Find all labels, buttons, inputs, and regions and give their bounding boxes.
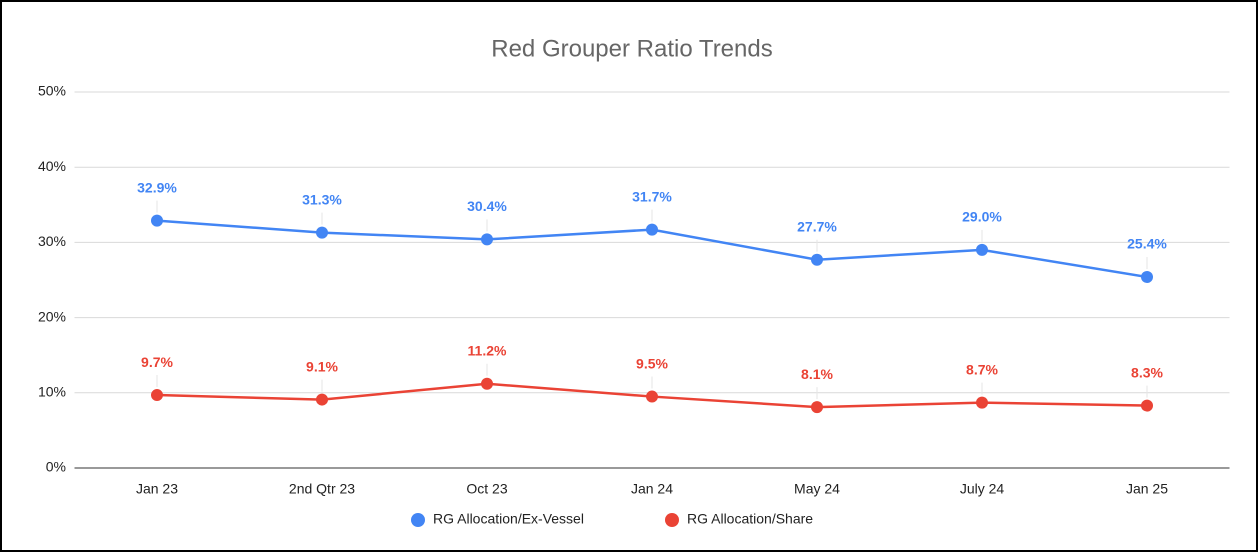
legend-marker [411, 513, 425, 527]
legend-label: RG Allocation/Ex-Vessel [433, 511, 584, 527]
chart-title: Red Grouper Ratio Trends [491, 35, 772, 62]
x-tick-label: May 24 [794, 481, 840, 497]
x-tick-label: July 24 [960, 481, 1005, 497]
y-tick-label: 10% [38, 384, 66, 400]
legend-marker [665, 513, 679, 527]
x-tick-label: Jan 25 [1126, 481, 1168, 497]
data-point [316, 393, 328, 406]
data-label: 11.2% [468, 342, 507, 358]
data-point [481, 233, 493, 246]
data-point [1141, 399, 1153, 412]
data-label: 32.9% [137, 179, 177, 195]
data-label: 29.0% [962, 209, 1002, 225]
data-point [481, 377, 493, 390]
data-point [811, 253, 823, 266]
data-label: 9.5% [636, 355, 668, 371]
y-tick-label: 0% [46, 459, 66, 475]
data-point [646, 223, 658, 236]
data-label: 9.7% [141, 354, 173, 370]
data-point [976, 396, 988, 409]
data-label: 27.7% [797, 218, 837, 234]
y-tick-label: 30% [38, 233, 66, 249]
data-point [316, 226, 328, 239]
data-point [1141, 270, 1153, 283]
data-label: 8.7% [966, 361, 998, 377]
x-tick-label: Oct 23 [466, 481, 507, 497]
y-tick-label: 20% [38, 308, 66, 324]
x-tick-label: Jan 24 [631, 481, 673, 497]
data-point [811, 401, 823, 414]
x-tick-label: 2nd Qtr 23 [289, 481, 355, 497]
data-label: 31.7% [632, 188, 672, 204]
data-label: 31.3% [302, 191, 342, 207]
data-label: 9.1% [306, 358, 338, 374]
legend-label: RG Allocation/Share [687, 511, 813, 527]
data-label: 30.4% [467, 198, 507, 214]
data-label: 8.1% [801, 366, 833, 382]
data-label: 8.3% [1131, 364, 1163, 380]
x-tick-label: Jan 23 [136, 481, 178, 497]
y-tick-label: 40% [38, 158, 66, 174]
data-point [151, 214, 163, 227]
data-point [976, 243, 988, 256]
y-tick-label: 50% [38, 83, 66, 99]
data-point [151, 389, 163, 402]
data-point [646, 390, 658, 403]
data-label: 25.4% [1127, 236, 1167, 252]
